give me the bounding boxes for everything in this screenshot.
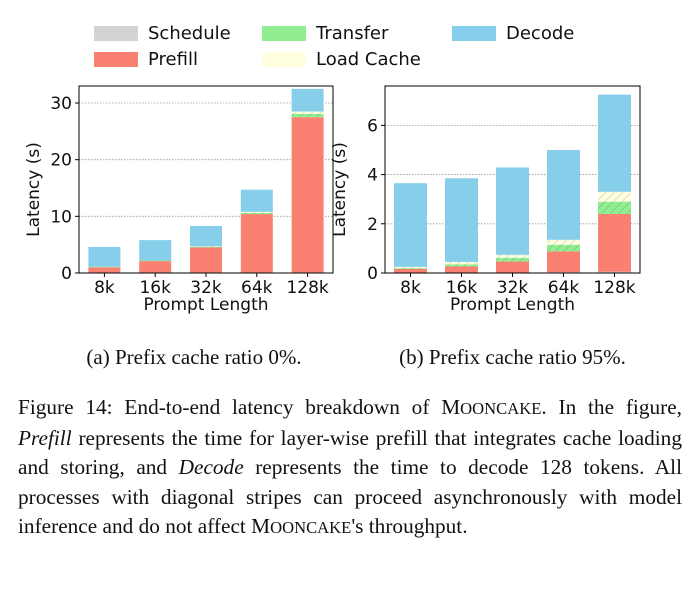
system-name-2: MOONCAKE (251, 514, 352, 538)
legend-label-transfer: Transfer (315, 23, 389, 44)
bar-stripes-load-cache-128k (291, 111, 324, 114)
x-tick-label: 64k (548, 278, 580, 298)
bar-prefill-8k (88, 267, 121, 273)
y-tick-label: 6 (367, 116, 378, 136)
bar-decode-64k (547, 149, 580, 240)
bar-stripes-transfer-16k (139, 260, 172, 262)
bar-stripes-load-cache-64k (240, 211, 273, 213)
x-tick-label: 16k (446, 278, 478, 298)
bar-stripes-transfer-16k (445, 264, 478, 267)
y-axis-label: Latency (s) (330, 142, 350, 237)
bar-decode-16k (445, 178, 478, 262)
bar-prefill-64k (240, 214, 273, 273)
panel-sublabel: (a) Prefix cache ratio 0%. (86, 345, 301, 369)
bar-stripes-transfer-32k (190, 246, 222, 248)
bar-stripes-load-cache-32k (496, 254, 529, 258)
bar-decode-32k (496, 167, 529, 255)
x-tick-label: 8k (94, 278, 115, 298)
y-tick-label: 0 (61, 264, 72, 284)
legend-swatch-transfer (262, 26, 306, 41)
bar-prefill-64k (547, 251, 580, 273)
bar-stripes-load-cache-16k (445, 261, 478, 265)
x-tick-label: 128k (593, 278, 635, 298)
bar-stripes-load-cache-8k (394, 266, 427, 269)
bar-stripes-transfer-64k (547, 244, 580, 252)
legend: Schedule Prefill Transfer Load Cache Decode (94, 23, 574, 70)
legend-label-decode: Decode (506, 23, 574, 44)
y-tick-label: 10 (50, 207, 72, 227)
legend-label-prefill: Prefill (148, 49, 198, 70)
bar-stripes-transfer-128k (291, 113, 324, 118)
x-tick-label: 128k (286, 278, 328, 298)
bar-decode-16k (139, 240, 172, 261)
legend-swatch-schedule (94, 26, 138, 41)
x-axis-label: Prompt Length (450, 295, 575, 315)
bar-stripes-load-cache-32k (190, 246, 222, 247)
legend-swatch-prefill (94, 52, 138, 67)
bar-stripes-load-cache-128k (598, 191, 631, 202)
x-tick-label: 64k (241, 278, 273, 298)
caption-term-prefill: Prefill (18, 425, 72, 450)
bar-prefill-32k (190, 247, 222, 273)
caption-term-decode: Decode (178, 455, 244, 479)
bar-stripes-transfer-128k (598, 201, 631, 214)
plot-frame (78, 85, 334, 274)
chart-b: 8k 16k 32k 64k 128k 0 2 4 6 Prompt Length Latency … (330, 85, 641, 369)
legend-swatch-decode (452, 26, 496, 41)
panel-sublabel: (b) Prefix cache ratio 95%. (399, 345, 626, 369)
bar-decode-128k (598, 94, 631, 192)
plot-frame (384, 85, 641, 274)
x-axis-label: Prompt Length (143, 295, 268, 315)
bar-prefill-128k (598, 213, 631, 272)
bar-prefill-128k (291, 117, 324, 273)
bar-decode-8k (88, 246, 121, 267)
caption-label: Figure 14: (18, 395, 113, 419)
bar-decode-8k (394, 183, 427, 267)
bar-decode-128k (291, 88, 324, 112)
x-tick-label: 8k (400, 278, 421, 298)
system-name: MOONCAKE (441, 395, 542, 419)
bar-stripes-load-cache-64k (547, 239, 580, 245)
bar-decode-64k (240, 189, 273, 212)
bar-stripes-transfer-64k (240, 212, 273, 215)
bar-stripes-transfer-32k (496, 257, 529, 262)
x-tick-label: 16k (139, 278, 171, 298)
x-tick-label: 32k (497, 278, 529, 298)
bar-prefill-8k (394, 268, 427, 273)
legend-swatch-load-cache (262, 52, 306, 67)
bar-stripes-transfer-8k (88, 266, 121, 268)
bar-prefill-16k (445, 266, 478, 273)
y-tick-label: 4 (367, 166, 378, 186)
y-tick-label: 0 (367, 264, 378, 284)
y-tick-label: 20 (50, 151, 72, 171)
chart-a: 8k 16k 32k 64k 128k 0 10 20 30 Prompt Length Laten… (24, 85, 334, 369)
y-axis-label: Latency (s) (24, 142, 44, 237)
legend-label-schedule: Schedule (148, 23, 231, 44)
bar-stripes-transfer-8k (394, 268, 427, 269)
y-tick-label: 2 (367, 215, 378, 235)
bar-prefill-16k (139, 261, 172, 273)
bar-decode-32k (190, 225, 222, 247)
figure-caption: Figure 14: End-to-end latency breakdown … (18, 395, 682, 538)
x-tick-label: 32k (190, 278, 222, 298)
bar-prefill-32k (496, 261, 529, 273)
legend-label-load-cache: Load Cache (316, 49, 421, 70)
bar-schedule-128k (598, 271, 631, 273)
y-tick-label: 30 (50, 94, 72, 114)
